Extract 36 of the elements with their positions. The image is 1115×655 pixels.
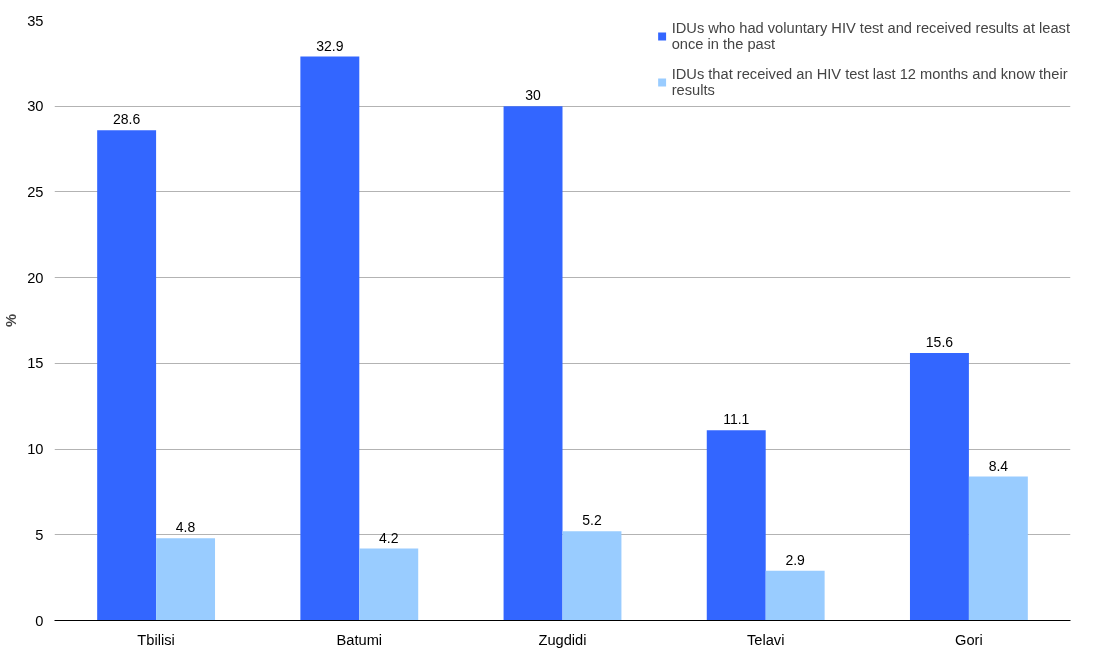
y-tick-label: 15 [27, 355, 44, 372]
y-tick-label: 10 [27, 441, 44, 458]
bar [562, 531, 622, 621]
bar [968, 476, 1028, 621]
bar [97, 130, 157, 621]
x-tick-label: Gori [955, 631, 983, 648]
x-tick-label: Zugdidi [538, 631, 587, 648]
bar [706, 430, 766, 621]
data-label: 32.9 [316, 37, 344, 54]
y-tick-label: 5 [35, 526, 44, 543]
x-tick-label: Tbilisi [137, 631, 175, 648]
legend-label: IDUs that received an HIV test last 12 months and know their results [671, 66, 1068, 98]
y-tick-label: 0 [35, 612, 44, 629]
y-axis-title: % [3, 313, 20, 328]
bar [909, 353, 969, 621]
bar [359, 548, 419, 621]
data-label: 30 [525, 87, 542, 104]
data-label: 11.1 [723, 411, 750, 428]
y-tick-label: 35 [27, 12, 44, 29]
data-label: 8.4 [988, 457, 1009, 474]
data-label: 4.2 [379, 529, 399, 546]
data-label: 4.8 [175, 519, 196, 536]
x-tick-label: Telavi [746, 631, 785, 648]
y-tick-label: 20 [27, 269, 44, 286]
y-tick-label: 25 [27, 183, 44, 200]
data-label: 5.2 [582, 512, 602, 529]
bar [156, 538, 216, 621]
data-label: 28.6 [113, 111, 141, 128]
x-tick-label: Batumi [336, 631, 383, 648]
bar [503, 106, 563, 621]
bar [300, 56, 360, 621]
y-tick-label: 30 [27, 98, 44, 115]
legend-label: IDUs who had voluntary HIV test and received results at least once in the past [671, 20, 1070, 52]
data-label: 15.6 [925, 334, 954, 351]
bar [765, 570, 825, 621]
data-label: 2.9 [785, 551, 806, 568]
